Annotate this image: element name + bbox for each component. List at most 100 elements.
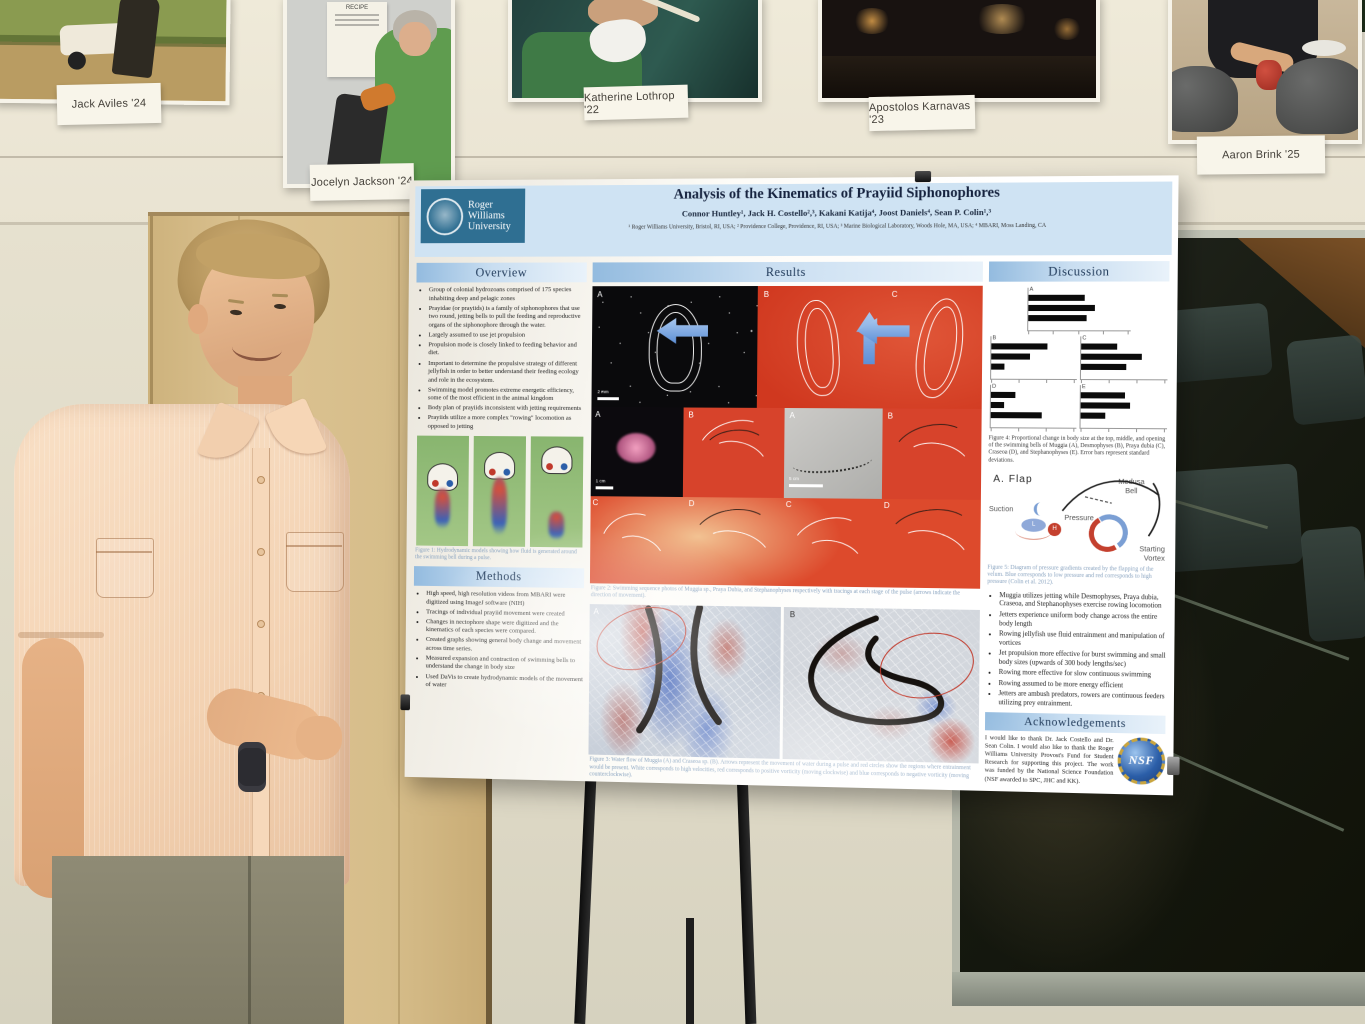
panel-letter: D (688, 499, 695, 509)
panel-letter: C (592, 498, 599, 508)
overview-header: Overview (416, 262, 587, 283)
photo-label-text: Jack Aviles '24 (71, 97, 147, 111)
bar-row (1081, 352, 1166, 362)
axis-ticks (990, 428, 1075, 432)
bar-panel: B (990, 335, 1078, 384)
person-silhouette (111, 0, 161, 79)
axis-ticks (1028, 331, 1129, 335)
discussion-bullets: Muggia utilizes jetting while Desmophyse… (985, 592, 1166, 712)
lecture-seat (1285, 334, 1365, 426)
recipe-line (335, 19, 379, 21)
panel-letter: B (887, 411, 894, 421)
bullet-item: Propulsion mode is closely linked to fee… (428, 341, 586, 358)
photo-panel-gray: A 5 cm (783, 408, 883, 499)
wall-trim-line (0, 156, 1365, 158)
bell-model (427, 462, 459, 491)
figure2-swim-sequences: A 2 mm B C (589, 285, 983, 591)
results-header: Results (592, 261, 983, 283)
poster-column-right: Discussion A B C D (985, 261, 1170, 788)
panel-letter: B (688, 410, 694, 420)
pink-siphonophore (616, 432, 656, 463)
shirt-button (257, 620, 265, 628)
bar (990, 412, 1042, 419)
warm-light (1052, 18, 1082, 40)
piv-panel-a: A (588, 604, 781, 760)
university-seal-icon (426, 197, 464, 235)
shirt-button (257, 476, 265, 484)
photo-label-text: Jocelyn Jackson '24 (310, 175, 414, 189)
overview-bullets: Group of colonial hydrozoans comprised o… (415, 286, 586, 432)
bar-row (1028, 313, 1129, 323)
bullet-item: Swimming model promotes extreme energeti… (428, 386, 586, 404)
bar-row (1080, 390, 1166, 401)
discussion-header: Discussion (988, 261, 1170, 282)
methods-header: Methods (413, 566, 585, 589)
axis-ticks (991, 379, 1075, 384)
panel-letter: C (785, 500, 792, 510)
acknowledgements-text: I would like to thank Dr. Jack Costello … (984, 733, 1114, 785)
bar (991, 363, 1004, 370)
tracing-panel-red: B C (756, 285, 983, 409)
crowd-silhouette (822, 56, 1096, 98)
bar (1081, 343, 1118, 350)
panel-letter: A (595, 410, 601, 419)
sleeve-hem (18, 632, 104, 638)
bullet-item: Jetters experience uniform body change a… (999, 611, 1166, 632)
bar-row (1080, 400, 1166, 411)
bell-model (541, 445, 573, 474)
bar (1080, 402, 1131, 409)
photo-label-text: Apostolos Karnavas '23 (868, 99, 971, 127)
bar (991, 353, 1031, 360)
wall-photo-jocelyn: RECIPE (283, 0, 455, 188)
scale-bar (788, 484, 823, 488)
bars (991, 341, 1075, 372)
bullet-item: Prayidae (or prayiids) is a family of si… (429, 305, 587, 330)
vortex-red (546, 462, 553, 470)
scale-label: 5 cm (788, 476, 799, 482)
photo-label: Apostolos Karnavas '23 (868, 94, 976, 132)
cfd-panel (416, 435, 469, 546)
methods-bullets: High speed, high resolution videos from … (413, 590, 584, 693)
figure2-row2: A 1 cm B A 5 cm (590, 407, 982, 500)
bar (1080, 392, 1125, 399)
photo-label: Jack Aviles '24 (56, 82, 162, 126)
shirt-placket (252, 448, 270, 886)
bar-row (1028, 293, 1129, 303)
research-poster: Roger Williams University Analysis of th… (400, 170, 1180, 796)
warm-light (852, 8, 892, 34)
starting-vortex-label: Starting Vortex (1139, 544, 1165, 563)
wristwatch (238, 748, 266, 786)
lecture-seat (1300, 525, 1365, 643)
bullet-item: Important to determine the propulsive st… (428, 360, 586, 386)
person-pants (52, 856, 344, 1024)
figure4-bar-charts: A B C D (987, 285, 1170, 435)
bar-row (990, 410, 1075, 421)
bar (1081, 363, 1127, 371)
bullet-item: High speed, high resolution videos from … (426, 590, 584, 609)
nsf-logo: NSF (1117, 736, 1166, 785)
person-hand (296, 716, 342, 760)
bar-panel: E (1079, 384, 1168, 433)
bullet-item: Changes in nectophore shape were digitiz… (426, 618, 584, 637)
pocket-flap (96, 551, 152, 553)
panel-letter: A (597, 290, 603, 300)
bar (990, 401, 1005, 409)
acknowledgements-header: Acknowledgements (984, 711, 1166, 734)
warm-light (972, 4, 1032, 34)
figure3-water-flow: A B (588, 604, 980, 764)
shirt-pocket (96, 538, 154, 598)
photo-label-text: Katherine Lothrop '22 (583, 89, 675, 116)
bar-panel: D (989, 384, 1077, 432)
figure2-row3: C D C D (589, 496, 981, 591)
shirt-button (257, 548, 265, 556)
scale-label: 1 cm (595, 478, 606, 484)
bullet-item: Created graphs showing general body chan… (426, 636, 584, 656)
wall-photo-event (818, 0, 1100, 102)
recipe-title: RECIPE (345, 5, 369, 11)
rwu-logo-line1: Roger Williams (467, 199, 505, 222)
scale-bar (597, 397, 619, 401)
figure4-caption: Figure 4: Proportional change in body si… (988, 435, 1166, 464)
photo-panel-bw: A 2 mm (591, 286, 758, 408)
bar-row (1081, 341, 1166, 351)
bar (991, 343, 1048, 350)
